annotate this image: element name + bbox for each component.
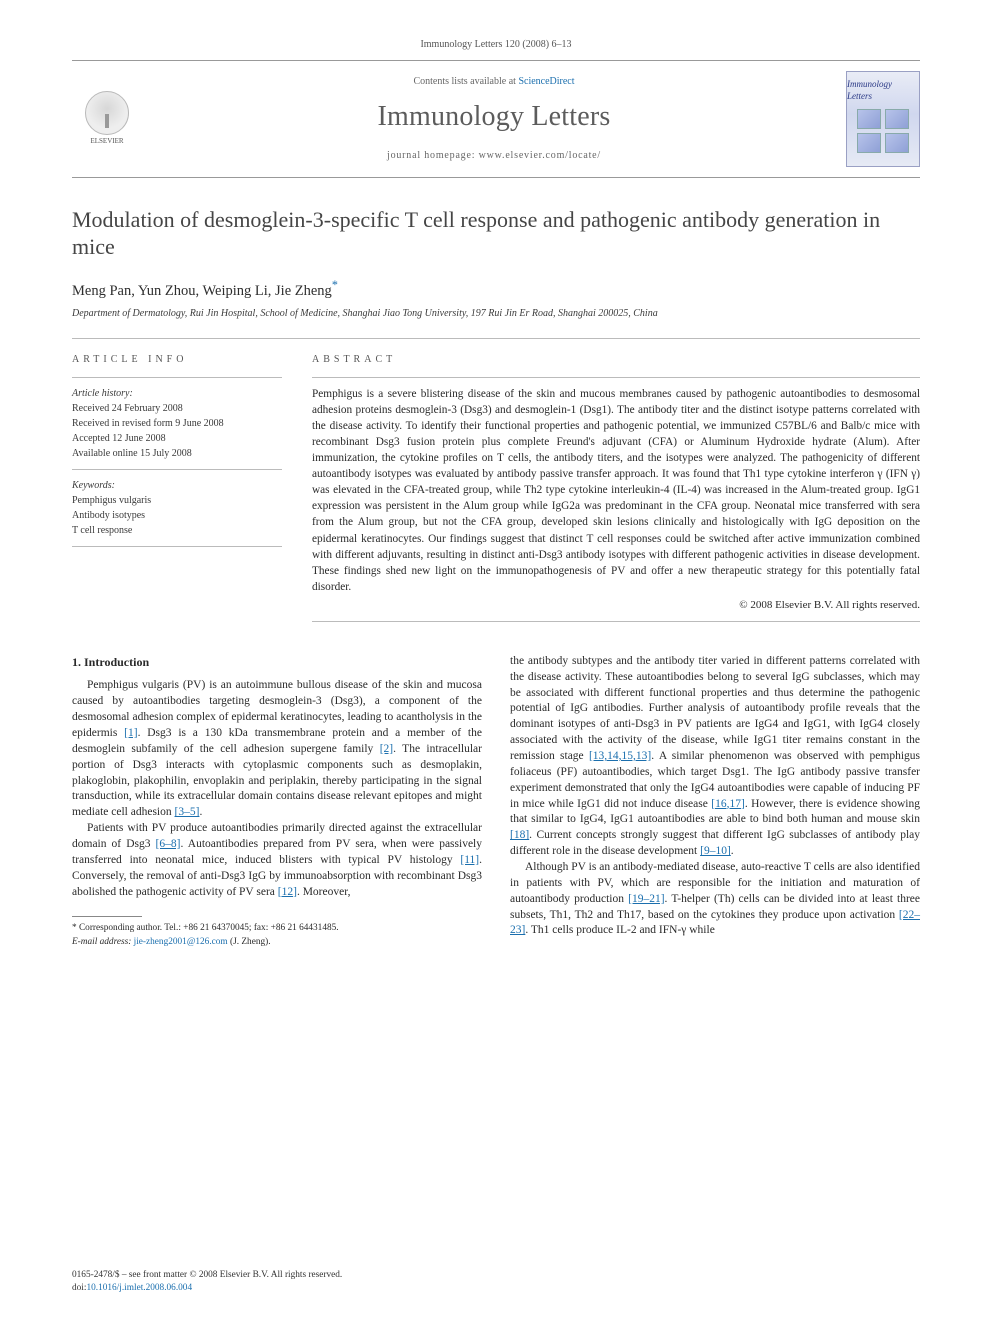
page-footer: 0165-2478/$ – see front matter © 2008 El…	[72, 1269, 920, 1295]
journal-cover-thumbnail: Immunology Letters	[846, 71, 920, 167]
corr-author-line: * Corresponding author. Tel.: +86 21 643…	[72, 923, 339, 933]
article-info-column: ARTICLE INFO Article history: Received 2…	[72, 353, 282, 629]
contents-available: Contents lists available at ScienceDirec…	[142, 75, 846, 89]
email-suffix: (J. Zheng).	[230, 937, 271, 947]
corr-email-link[interactable]: jie-zheng2001@126.com	[134, 937, 228, 947]
citation-link[interactable]: [2]	[380, 743, 393, 755]
sciencedirect-link[interactable]: ScienceDirect	[518, 76, 574, 87]
right-column: the antibody subtypes and the antibody t…	[510, 654, 920, 950]
author-list: Meng Pan, Yun Zhou, Weiping Li, Jie Zhen…	[72, 277, 920, 301]
citation-link[interactable]: [16,17]	[711, 798, 745, 810]
footnote-separator	[72, 916, 142, 917]
keyword-1: Pemphigus vulgaris	[72, 495, 151, 506]
article-title: Modulation of desmoglein-3-specific T ce…	[72, 206, 920, 261]
article-history: Article history: Received 24 February 20…	[72, 386, 282, 461]
history-received: Received 24 February 2008	[72, 403, 183, 414]
abstract-rule-top	[312, 377, 920, 378]
body-left-p2: Patients with PV produce autoantibodies …	[72, 821, 482, 900]
body-left-p1: Pemphigus vulgaris (PV) is an autoimmune…	[72, 678, 482, 821]
running-head: Immunology Letters 120 (2008) 6–13	[72, 38, 920, 52]
body-right-p1: the antibody subtypes and the antibody t…	[510, 654, 920, 860]
abstract-heading: ABSTRACT	[312, 353, 920, 367]
citation-link[interactable]: [18]	[510, 829, 529, 841]
publisher-name: ELSEVIER	[90, 137, 123, 147]
history-label: Article history:	[72, 388, 133, 399]
section-number: 1.	[72, 655, 81, 669]
corresponding-marker: *	[332, 278, 338, 292]
masthead-center: Contents lists available at ScienceDirec…	[142, 75, 846, 163]
info-rule-2	[72, 469, 282, 470]
history-online: Available online 15 July 2008	[72, 448, 192, 459]
abstract-text: Pemphigus is a severe blistering disease…	[312, 386, 920, 594]
affiliation: Department of Dermatology, Rui Jin Hospi…	[72, 307, 920, 321]
citation-link[interactable]: [13,14,15,13]	[589, 750, 651, 762]
email-label: E-mail address:	[72, 937, 131, 947]
citation-link[interactable]: [3–5]	[175, 806, 200, 818]
contents-prefix: Contents lists available at	[413, 76, 518, 87]
journal-name: Immunology Letters	[142, 98, 846, 137]
masthead: ELSEVIER Contents lists available at Sci…	[72, 60, 920, 178]
left-column: 1. Introduction Pemphigus vulgaris (PV) …	[72, 654, 482, 950]
citation-link[interactable]: [19–21]	[628, 893, 664, 905]
section-name: Introduction	[84, 655, 149, 669]
keywords-label: Keywords:	[72, 480, 115, 491]
doi-label: doi:	[72, 1283, 86, 1293]
citation-link[interactable]: [1]	[124, 727, 137, 739]
doi-link[interactable]: 10.1016/j.imlet.2008.06.004	[86, 1283, 192, 1293]
article-info-heading: ARTICLE INFO	[72, 353, 282, 367]
section-1-title: 1. Introduction	[72, 654, 482, 671]
abstract-rule-bottom	[312, 621, 920, 622]
abstract-column: ABSTRACT Pemphigus is a severe blisterin…	[312, 353, 920, 629]
cover-journal-mini: Immunology Letters	[847, 78, 919, 103]
cover-image-grid	[857, 109, 909, 153]
info-rule-3	[72, 546, 282, 547]
history-accepted: Accepted 12 June 2008	[72, 433, 166, 444]
info-abstract-row: ARTICLE INFO Article history: Received 2…	[72, 338, 920, 629]
history-revised: Received in revised form 9 June 2008	[72, 418, 224, 429]
citation-link[interactable]: [9–10]	[700, 845, 731, 857]
elsevier-tree-icon	[85, 91, 129, 135]
front-matter-line: 0165-2478/$ – see front matter © 2008 El…	[72, 1270, 342, 1280]
citation-link[interactable]: [11]	[460, 854, 479, 866]
citation-link[interactable]: [6–8]	[156, 838, 181, 850]
keywords-block: Keywords: Pemphigus vulgaris Antibody is…	[72, 478, 282, 538]
body-right-p2: Although PV is an antibody-mediated dise…	[510, 860, 920, 939]
abstract-copyright: © 2008 Elsevier B.V. All rights reserved…	[312, 598, 920, 613]
keyword-3: T cell response	[72, 525, 132, 536]
body-two-column: 1. Introduction Pemphigus vulgaris (PV) …	[72, 654, 920, 950]
citation-link[interactable]: [22–23]	[510, 909, 920, 937]
journal-homepage: journal homepage: www.elsevier.com/locat…	[142, 149, 846, 163]
info-rule-1	[72, 377, 282, 378]
publisher-logo: ELSEVIER	[72, 91, 142, 147]
citation-link[interactable]: [12]	[278, 886, 297, 898]
authors-text: Meng Pan, Yun Zhou, Weiping Li, Jie Zhen…	[72, 283, 332, 299]
keyword-2: Antibody isotypes	[72, 510, 145, 521]
corresponding-footnote: * Corresponding author. Tel.: +86 21 643…	[72, 922, 482, 949]
